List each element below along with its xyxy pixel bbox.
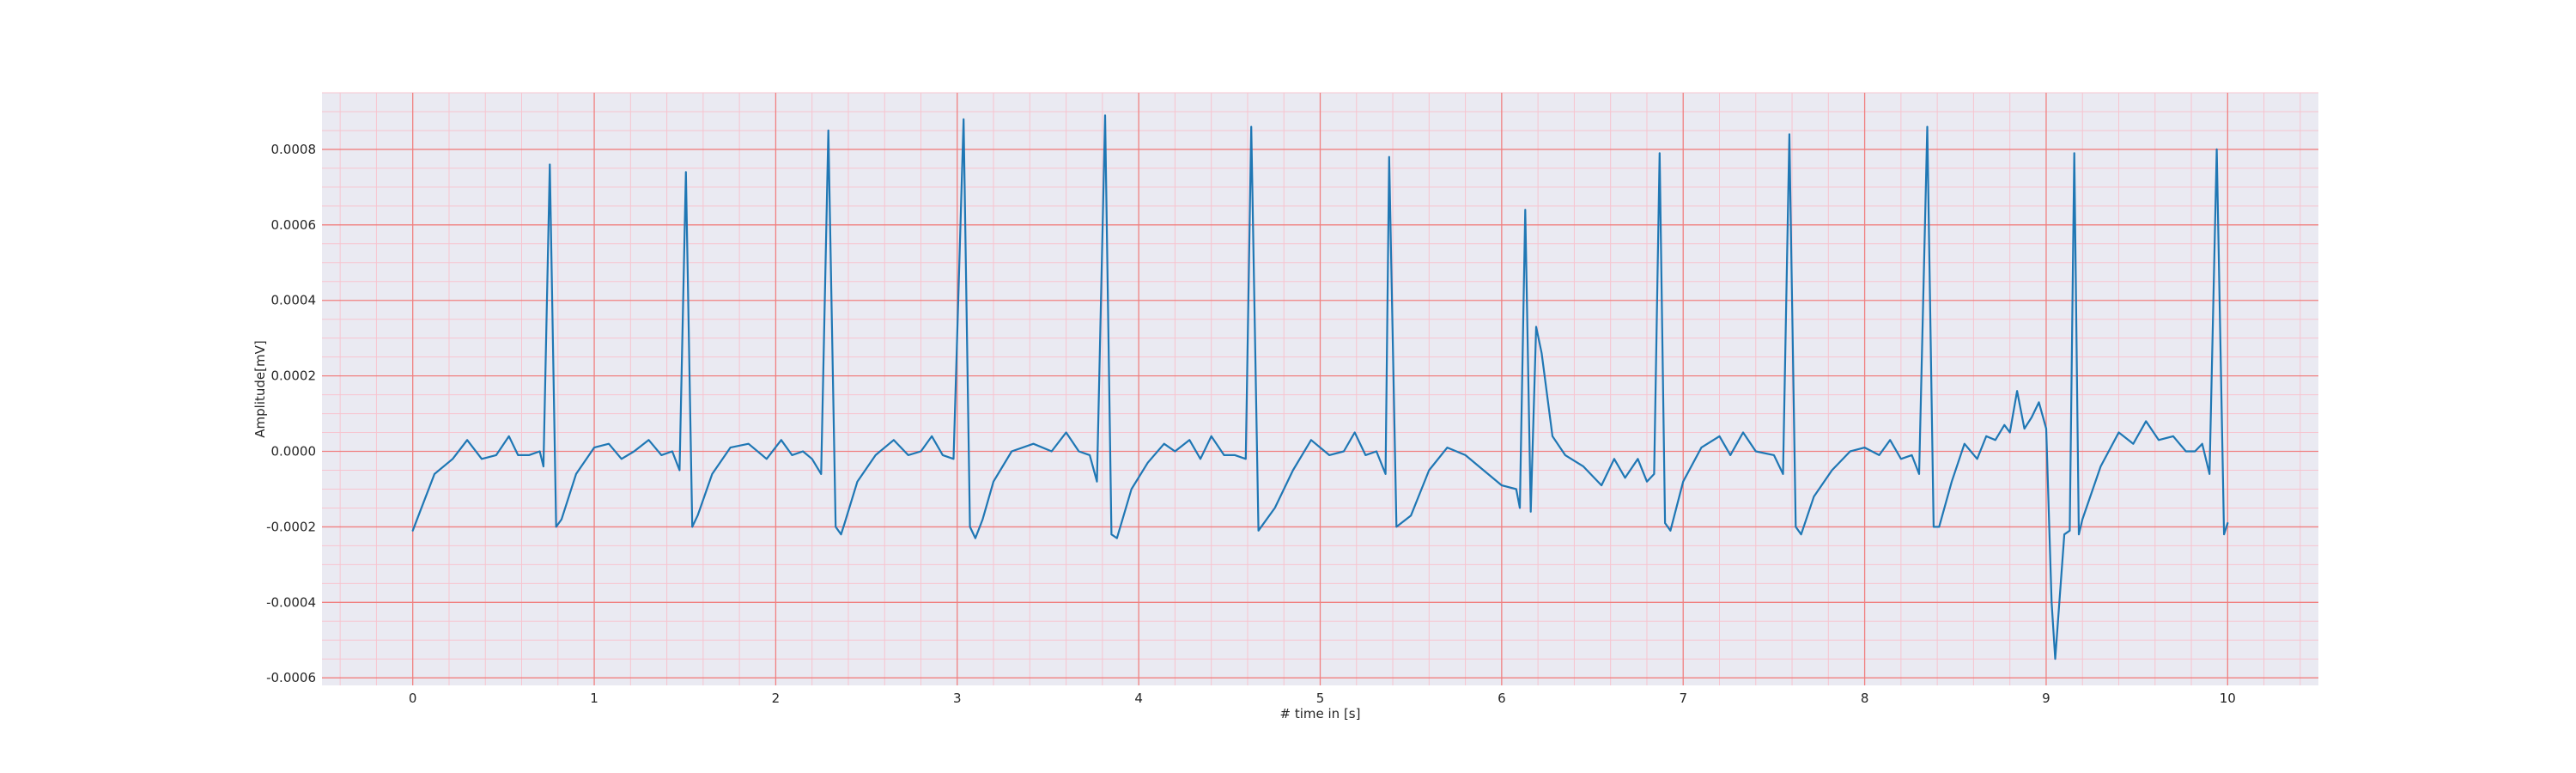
y-tick-label: 0.0006 [271, 217, 317, 233]
y-tick-label: 0.0000 [271, 444, 317, 460]
y-tick-label: 0.0004 [271, 293, 317, 308]
y-tick-label: 0.0008 [271, 142, 317, 157]
x-tick-label: 1 [590, 691, 598, 706]
x-tick-label: 9 [2042, 691, 2050, 706]
x-tick-label: 6 [1498, 691, 1506, 706]
x-tick-label: 8 [1861, 691, 1869, 706]
x-tick-label: 7 [1679, 691, 1687, 706]
x-axis-label: # time in [s] [1280, 706, 1361, 721]
y-tick-label: -0.0002 [266, 519, 316, 534]
ecg-signal-line [411, 114, 2229, 660]
x-tick-label: 4 [1134, 691, 1143, 706]
major-grid [322, 93, 2318, 685]
x-tick-label: 2 [772, 691, 781, 706]
x-tick-label: 3 [953, 691, 962, 706]
x-axis-tick-labels: 0 1 2 3 4 5 6 7 8 9 10 [409, 691, 2236, 706]
y-tick-label: -0.0006 [266, 670, 316, 685]
y-tick-label: -0.0004 [266, 594, 316, 610]
y-axis-label: Amplitude[mV] [252, 340, 268, 437]
y-axis-tick-labels: -0.0006 -0.0004 -0.0002 0.0000 0.0002 0.0004 0… [266, 142, 316, 685]
x-tick-label: 10 [2220, 691, 2236, 706]
x-tick-label: 0 [409, 691, 417, 706]
y-tick-label: 0.0002 [271, 368, 317, 384]
x-tick-label: 5 [1316, 691, 1325, 706]
series-layer [411, 114, 2229, 660]
